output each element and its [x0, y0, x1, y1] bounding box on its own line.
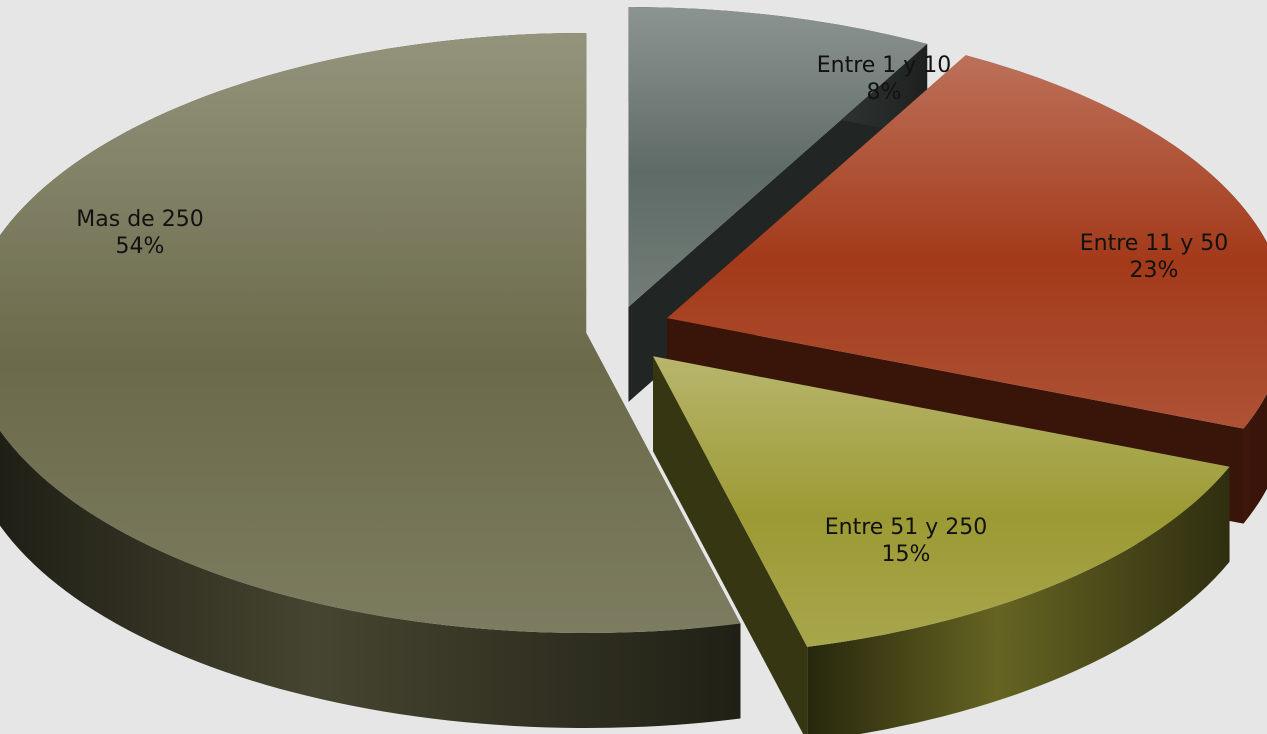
pie-slice-outer-wall: [0, 32, 741, 728]
slice-label: Mas de 250: [76, 207, 203, 232]
pie-slice: [628, 6, 928, 307]
pie-slice: [0, 32, 741, 633]
pie-slice: [653, 356, 1230, 647]
pie-slice-side-face: [653, 356, 808, 734]
slice-percent-label: 15%: [882, 542, 931, 567]
pie-slice-outer-wall: [807, 466, 1230, 734]
slice-percent-label: 54%: [116, 234, 165, 259]
pie-slice: [667, 55, 1267, 429]
slice-label: Entre 1 y 10: [817, 53, 952, 78]
slice-label: Entre 51 y 250: [825, 515, 988, 540]
slice-percent-label: 23%: [1130, 258, 1179, 283]
slice-label: Entre 11 y 50: [1080, 231, 1229, 256]
pie-tops: [0, 6, 1267, 647]
slice-percent-label: 8%: [867, 80, 902, 105]
